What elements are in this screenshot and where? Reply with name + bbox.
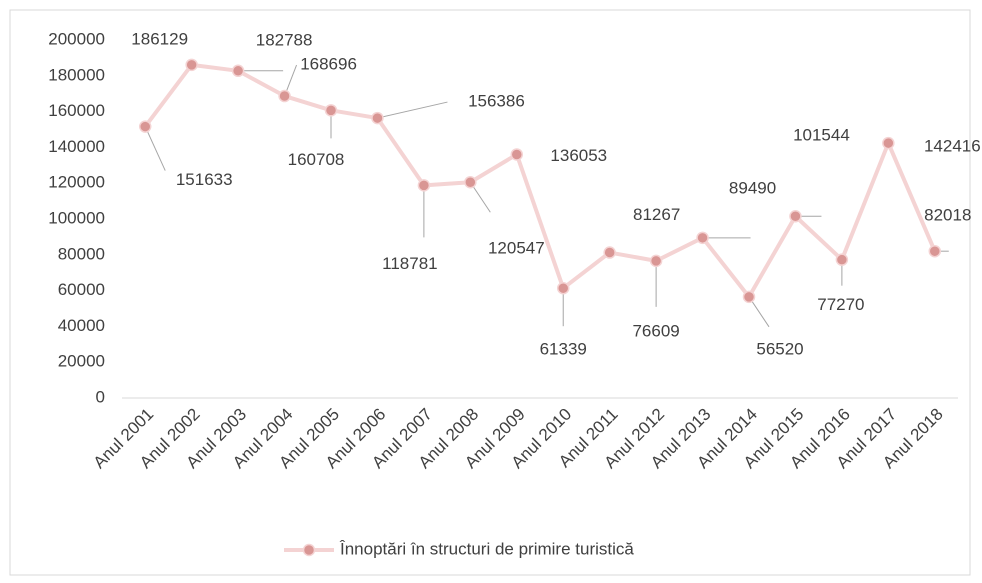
marker bbox=[556, 281, 570, 295]
y-tick-label: 40000 bbox=[58, 316, 105, 335]
marker bbox=[603, 246, 616, 259]
marker bbox=[324, 104, 338, 117]
data-label: 89490 bbox=[729, 178, 776, 197]
marker bbox=[510, 148, 524, 161]
y-tick-label: 100000 bbox=[48, 208, 105, 227]
marker bbox=[417, 179, 431, 192]
legend-marker bbox=[302, 543, 316, 557]
y-tick-label: 180000 bbox=[48, 65, 105, 84]
marker bbox=[835, 253, 849, 266]
data-label: 118781 bbox=[382, 254, 437, 273]
data-label: 101544 bbox=[793, 126, 850, 145]
data-label: 142416 bbox=[924, 137, 981, 156]
data-label: 136053 bbox=[550, 146, 607, 165]
marker bbox=[464, 175, 477, 189]
marker bbox=[742, 290, 756, 304]
leader-line bbox=[144, 126, 166, 171]
data-label: 160708 bbox=[288, 150, 345, 169]
data-label: 56520 bbox=[756, 339, 803, 358]
marker bbox=[882, 136, 895, 150]
data-label: 77270 bbox=[817, 295, 864, 314]
data-label: 82018 bbox=[924, 206, 971, 225]
legend-label: Înnoptări în structuri de primire turist… bbox=[339, 539, 634, 558]
y-tick-label: 140000 bbox=[48, 137, 105, 156]
data-label: 76609 bbox=[632, 321, 679, 340]
y-tick-label: 80000 bbox=[58, 244, 105, 263]
data-label: 168696 bbox=[300, 55, 357, 74]
chart-border bbox=[9, 9, 971, 576]
marker bbox=[696, 231, 709, 245]
marker bbox=[371, 111, 384, 125]
y-tick-label: 60000 bbox=[58, 280, 105, 299]
marker bbox=[185, 58, 198, 72]
marker bbox=[278, 89, 291, 103]
data-label: 81267 bbox=[633, 205, 680, 224]
marker bbox=[231, 64, 245, 78]
data-label: 151633 bbox=[176, 170, 233, 189]
marker bbox=[928, 244, 942, 258]
y-tick-label: 20000 bbox=[58, 352, 105, 371]
data-label: 182788 bbox=[256, 30, 313, 49]
data-label: 61339 bbox=[540, 340, 587, 359]
y-tick-label: 120000 bbox=[48, 173, 105, 192]
y-tick-label: 0 bbox=[96, 387, 105, 406]
leader-line bbox=[377, 101, 448, 119]
line bbox=[143, 62, 937, 299]
y-tick-label: 200000 bbox=[48, 29, 105, 48]
data-label: 186129 bbox=[131, 29, 188, 48]
y-tick-label: 160000 bbox=[48, 101, 105, 120]
marker bbox=[649, 254, 663, 268]
marker bbox=[138, 120, 152, 133]
data-label: 156386 bbox=[468, 92, 525, 111]
data-label: 120547 bbox=[488, 239, 545, 258]
marker bbox=[789, 209, 802, 223]
